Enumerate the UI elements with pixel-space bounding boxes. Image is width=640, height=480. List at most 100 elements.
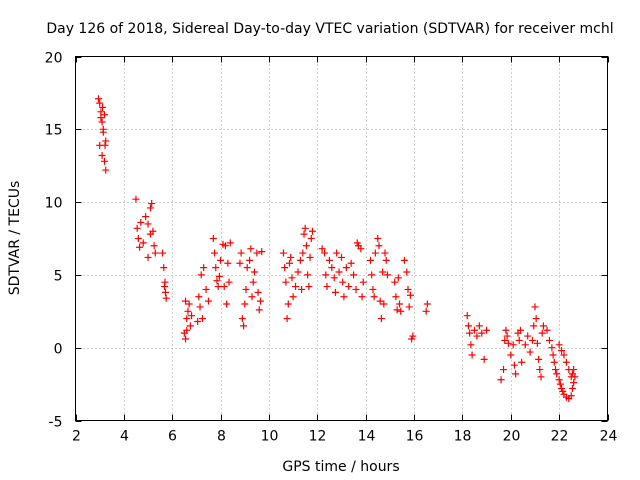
data-point [182,297,190,305]
data-point [500,366,508,374]
data-point [328,264,336,272]
data-point [333,249,341,257]
data-point [370,293,378,301]
data-point [404,285,412,293]
data-point [368,271,376,279]
data-point [238,315,246,323]
data-point [198,315,206,323]
data-point [374,235,382,242]
data-point [306,253,314,261]
data-point [99,125,107,133]
data-point [330,274,338,282]
data-point [516,326,524,334]
data-point [224,259,232,267]
data-point [200,264,208,272]
data-point [160,283,168,291]
data-point [294,268,302,276]
data-point [96,141,104,149]
data-point [464,322,472,330]
data-point [524,332,532,340]
data-point [463,312,471,320]
data-point [555,376,563,384]
data-point [545,336,553,344]
x-tick-label: 22 [551,429,569,445]
data-point [249,278,257,286]
data-point [345,283,353,291]
data-point [298,285,306,293]
x-tick-label: 16 [406,429,424,445]
data-point [102,137,110,145]
y-tick-label: 0 [54,342,63,358]
data-point [300,230,308,238]
data-point [375,242,383,250]
data-point [501,336,509,344]
data-point [371,249,379,257]
x-tick-label: 2 [72,429,81,445]
data-point [253,249,261,257]
data-point [217,256,225,264]
data-point [535,355,543,363]
data-point [409,332,417,340]
data-point [392,293,400,301]
data-point [195,293,203,301]
data-points [94,95,579,403]
data-point [213,277,221,285]
data-point [502,326,510,334]
data-point [533,339,541,347]
data-point [305,283,313,291]
data-point [304,271,312,279]
data-point [214,283,222,291]
data-point [529,336,537,344]
data-point [134,235,142,242]
data-point [281,264,289,272]
data-point [393,306,401,314]
data-point [359,278,367,286]
data-point [132,195,140,203]
data-point [532,315,540,323]
data-point [396,300,404,308]
grid-lines [75,56,608,421]
data-point [340,293,348,301]
data-point [255,306,263,314]
x-axis-label: GPS time / hours [282,459,399,475]
data-point [347,259,355,267]
data-point [250,268,258,276]
x-tick-label: 20 [503,429,521,445]
plot-frame [75,56,608,421]
data-point [397,307,405,315]
data-point [322,271,330,279]
data-point [480,355,488,363]
data-point [220,283,228,291]
data-point [146,230,154,238]
data-point [475,322,483,330]
data-point [184,307,192,315]
data-point [381,249,389,257]
data-point [548,344,556,352]
data-point [497,376,505,384]
data-point [423,300,431,308]
data-point [367,256,375,264]
data-point [146,204,154,212]
y-tick-label: 10 [45,196,63,212]
data-point [543,326,551,334]
y-tick-label: 5 [54,269,63,285]
data-point [503,332,511,340]
data-point [94,95,102,103]
data-point [279,249,287,257]
data-point [258,248,266,256]
x-tick-label: 4 [120,429,129,445]
data-point [562,358,570,366]
data-point [307,235,315,242]
data-point [323,283,331,291]
data-point [133,224,141,232]
data-point [568,384,576,392]
data-point [296,256,304,264]
data-point [537,373,545,381]
data-point [226,239,234,247]
data-point [161,288,169,296]
data-point [338,253,345,261]
data-point [358,293,366,301]
data-point [287,253,295,261]
x-tick-label: 24 [600,429,618,445]
